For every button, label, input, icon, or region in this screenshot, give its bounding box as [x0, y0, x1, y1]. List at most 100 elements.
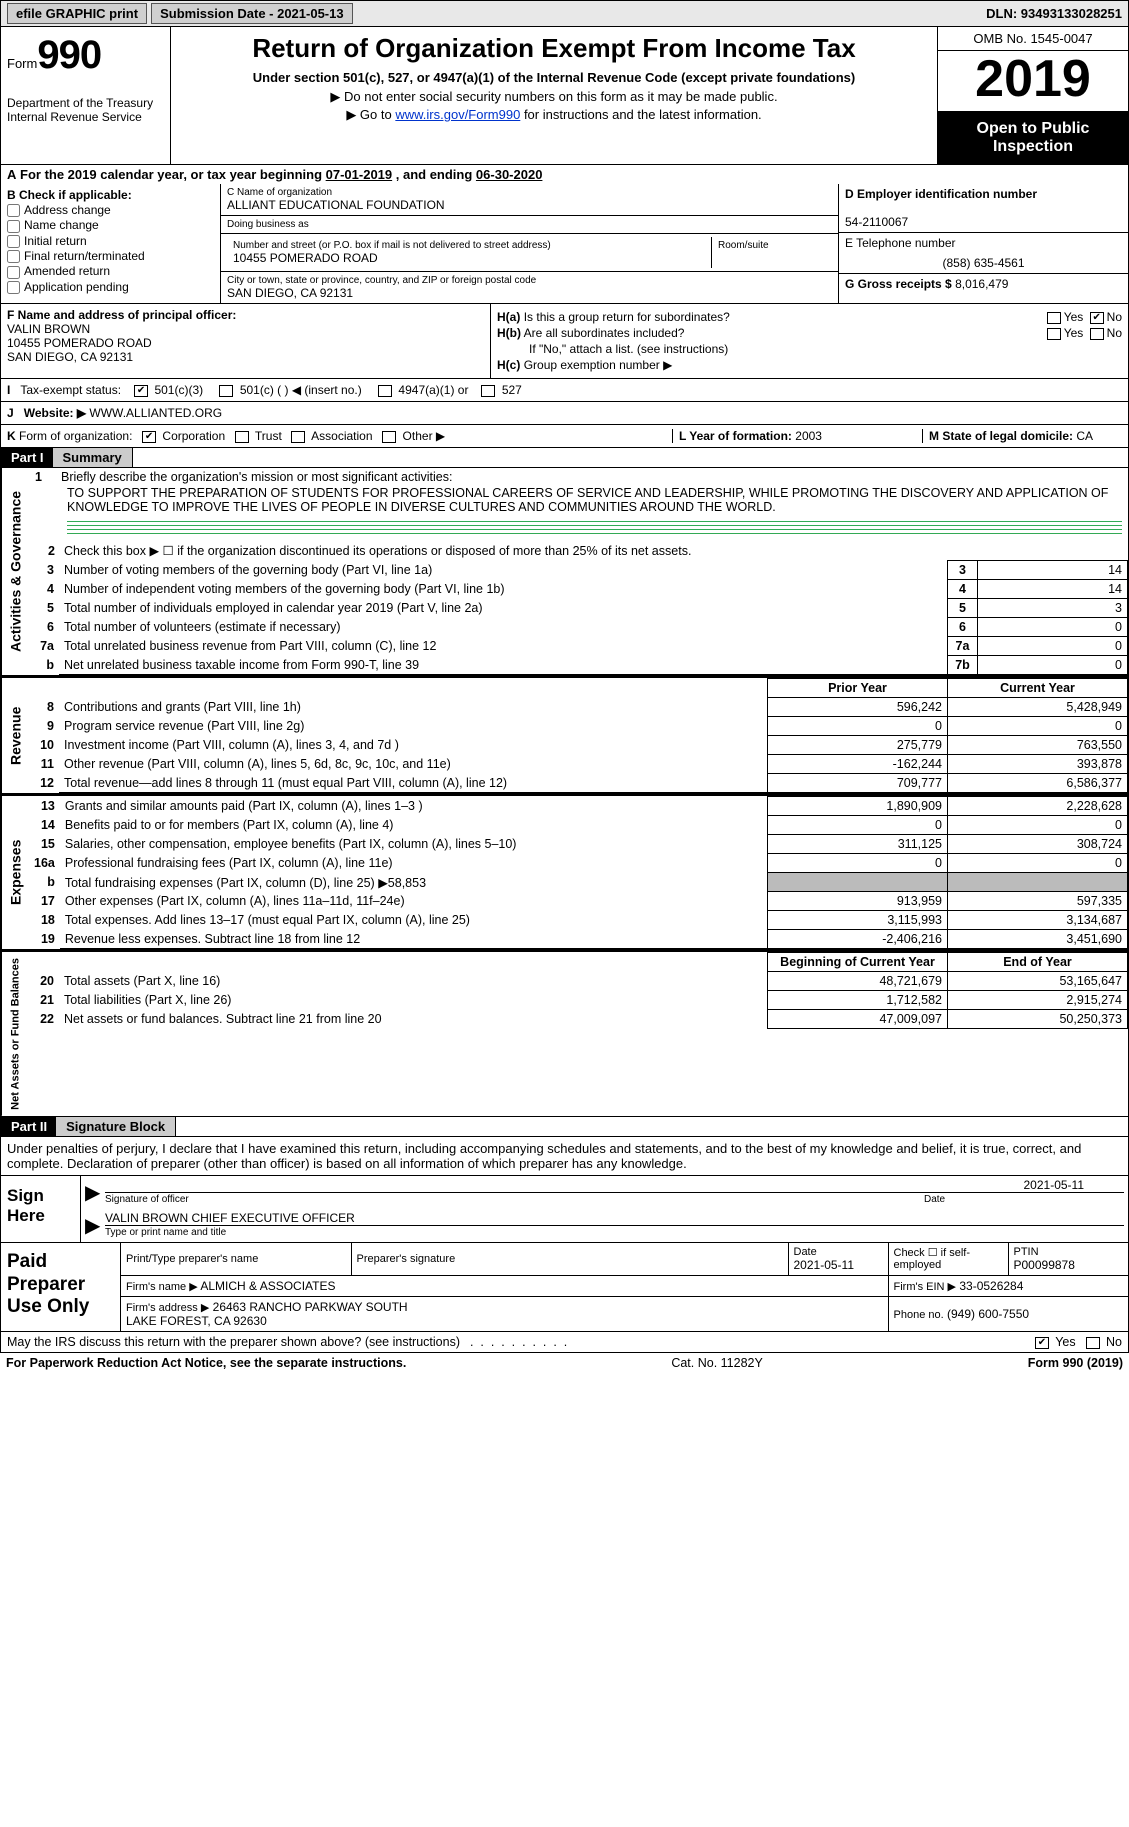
lp: -162,244	[768, 755, 948, 774]
hc-text: Group exemption number ▶	[524, 358, 673, 372]
lt: Professional fundraising fees (Part IX, …	[65, 856, 393, 870]
cb-amended[interactable]: Amended return	[7, 264, 214, 278]
hb-yes[interactable]	[1047, 328, 1061, 340]
table-row: Firm's name ▶ ALMICH & ASSOCIATES Firm's…	[121, 1275, 1128, 1296]
ha-no[interactable]	[1090, 312, 1104, 324]
k-other[interactable]	[382, 431, 396, 443]
hb-no[interactable]	[1090, 328, 1104, 340]
form-number: 990	[37, 33, 101, 77]
firm-lbl: Firm's name ▶	[126, 1281, 198, 1293]
table-row: 12Total revenue—add lines 8 through 11 (…	[29, 774, 1128, 793]
i-501c3[interactable]	[134, 385, 148, 397]
dln: DLN: 93493133028251	[986, 6, 1122, 21]
efile-button[interactable]: efile GRAPHIC print	[7, 3, 147, 24]
lt: Contributions and grants (Part VIII, lin…	[64, 700, 301, 714]
sig-date: 2021-05-11	[105, 1178, 1124, 1192]
i-527[interactable]	[481, 385, 495, 397]
cb-lbl-3: Final return/terminated	[24, 249, 145, 263]
lt: Net assets or fund balances. Subtract li…	[64, 1012, 382, 1026]
k-trust[interactable]	[235, 431, 249, 443]
mission-text: TO SUPPORT THE PREPARATION OF STUDENTS F…	[29, 486, 1128, 518]
ln: 5	[29, 599, 59, 618]
dba-lbl: Doing business as	[227, 219, 832, 230]
cb-app-pending[interactable]: Application pending	[7, 280, 214, 294]
lc: 763,550	[948, 736, 1128, 755]
phone-lbl2: Phone no.	[894, 1309, 944, 1321]
i-501c[interactable]	[219, 385, 233, 397]
table-row: 7a Total unrelated business revenue from…	[29, 637, 1128, 656]
cb-name-change[interactable]: Name change	[7, 218, 214, 232]
ln: b	[29, 656, 59, 675]
lbox: 3	[948, 561, 978, 580]
part2-hdr: Part II	[1, 1117, 57, 1136]
lc: 3,451,690	[948, 930, 1128, 949]
website: WWW.ALLIANTED.ORG	[89, 406, 222, 420]
addr-lbl: Firm's address ▶	[126, 1302, 209, 1314]
hdr-eoy: End of Year	[948, 953, 1128, 972]
table-row: Firm's address ▶ 26463 RANCHO PARKWAY SO…	[121, 1296, 1128, 1331]
discuss-q: May the IRS discuss this return with the…	[7, 1335, 460, 1349]
ln: 20	[29, 972, 59, 991]
discuss-yes[interactable]	[1035, 1337, 1049, 1349]
sidelabel-rev: Revenue	[1, 678, 29, 793]
part1-title: Summary	[53, 448, 133, 467]
lt: Net unrelated business taxable income fr…	[64, 658, 419, 672]
lp: 1,890,909	[768, 797, 948, 816]
prep-hdr: Paid Preparer Use Only	[1, 1243, 121, 1331]
paid-preparer: Paid Preparer Use Only Print/Type prepar…	[0, 1243, 1129, 1332]
cb-final-return[interactable]: Final return/terminated	[7, 249, 214, 263]
gross-lbl: G Gross receipts $	[845, 277, 952, 291]
entity-block: B Check if applicable: Address change Na…	[0, 184, 1129, 304]
i-4947[interactable]	[378, 385, 392, 397]
ln: 8	[29, 698, 59, 717]
ln: 17	[29, 892, 60, 911]
table-header-row: Beginning of Current Year End of Year	[29, 953, 1128, 972]
ein: 54-2110067	[845, 215, 908, 229]
ln: 3	[29, 561, 59, 580]
lp: 48,721,679	[768, 972, 948, 991]
ln: b	[29, 873, 60, 892]
sig-officer-lbl: Signature of officer	[105, 1192, 924, 1205]
table-row: 5 Total number of individuals employed i…	[29, 599, 1128, 618]
lc: 53,165,647	[948, 972, 1128, 991]
form-title: Return of Organization Exempt From Incom…	[179, 33, 929, 64]
a-begin: 07-01-2019	[326, 167, 393, 182]
phone: (858) 635-4561	[845, 256, 1122, 270]
prep-c1: Print/Type preparer's name	[126, 1253, 346, 1265]
table-row: b Total fundraising expenses (Part IX, co…	[29, 873, 1128, 892]
lv: 0	[978, 618, 1128, 637]
prep-date: 2021-05-11	[794, 1258, 855, 1272]
lt: Total assets (Part X, line 16)	[64, 974, 220, 988]
cb-initial-return[interactable]: Initial return	[7, 234, 214, 248]
j-lbl: Website: ▶	[24, 406, 86, 420]
table-row: 17Other expenses (Part IX, column (A), l…	[29, 892, 1128, 911]
lt: Total fundraising expenses (Part IX, col…	[65, 876, 426, 890]
ha-yes[interactable]	[1047, 312, 1061, 324]
cat-no: Cat. No. 11282Y	[671, 1356, 763, 1370]
l-lbl: L Year of formation:	[679, 429, 792, 443]
sidelabel-gov: Activities & Governance	[1, 468, 29, 675]
part1: Part ISummary Activities & Governance 1 …	[0, 448, 1129, 1117]
k-assoc[interactable]	[291, 431, 305, 443]
cb-lbl-2: Initial return	[24, 234, 87, 248]
lp: -2,406,216	[768, 930, 948, 949]
b-label: B Check if applicable:	[7, 188, 214, 202]
discuss-no[interactable]	[1086, 1337, 1100, 1349]
irs-link[interactable]: www.irs.gov/Form990	[395, 107, 520, 122]
submission-date: Submission Date - 2021-05-13	[151, 3, 353, 24]
lc: 3,134,687	[948, 911, 1128, 930]
year-formation: 2003	[795, 429, 822, 443]
table-row: 14Benefits paid to or for members (Part …	[29, 816, 1128, 835]
form-header: Form990 Department of the Treasury Inter…	[0, 27, 1129, 165]
prep-c5: PTIN	[1014, 1246, 1124, 1258]
cb-lbl-1: Name change	[24, 218, 99, 232]
cb-address-change[interactable]: Address change	[7, 203, 214, 217]
lbox: 7b	[948, 656, 978, 675]
department: Department of the Treasury Internal Reve…	[7, 96, 164, 124]
k-corp[interactable]	[142, 431, 156, 443]
ln: 4	[29, 580, 59, 599]
sign-here: Sign Here	[1, 1176, 81, 1242]
lt: Other revenue (Part VIII, column (A), li…	[64, 757, 451, 771]
lv: 3	[978, 599, 1128, 618]
header-right: OMB No. 1545-0047 2019 Open to Public In…	[938, 27, 1128, 164]
